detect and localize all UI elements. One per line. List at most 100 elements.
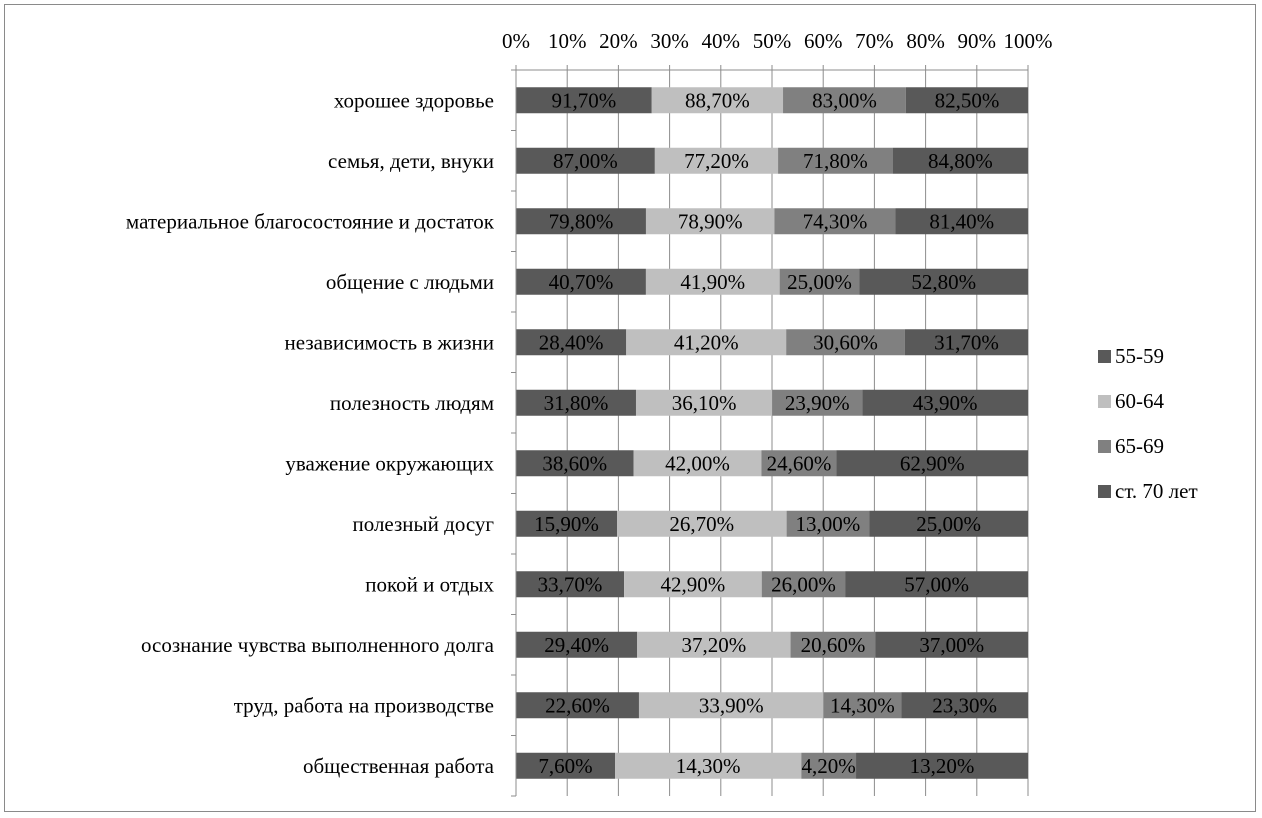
category-label: общественная работа [303,754,495,778]
legend: 55-59 60-64 65-69 ст. 70 лет [1098,334,1248,514]
bar-segment [905,87,1028,114]
bar-segment [651,87,784,114]
data-label: 38,60% [542,451,607,475]
data-label: 33,70% [538,572,603,596]
data-label: 7,60% [538,754,592,778]
data-label: 82,50% [935,88,1000,112]
bar-segment [516,389,636,416]
bar-segment [801,752,857,779]
data-label: 87,00% [553,149,618,173]
data-label: 37,20% [681,633,746,657]
category-label: покой и отдых [365,572,494,596]
bar-segment [778,147,893,174]
data-label: 15,90% [534,512,599,536]
data-label: 57,00% [904,572,969,596]
bar-segment [516,510,618,537]
category-label: труд, работа на производстве [234,693,494,717]
data-label: 23,30% [932,693,997,717]
data-label: 83,00% [812,88,877,112]
bar-segment [617,510,787,537]
data-label: 36,10% [672,391,737,415]
data-label: 24,60% [767,451,832,475]
x-tick-label: 10% [548,29,587,53]
bar-segment [516,692,639,719]
x-tick-label: 50% [753,29,792,53]
category-label: независимость в жизни [285,330,494,354]
data-label: 42,00% [665,451,730,475]
x-tick-label: 100% [1004,29,1053,53]
bar-segment [901,692,1028,719]
bar-segment [761,450,837,477]
data-label: 25,00% [787,270,852,294]
data-label: 74,30% [803,209,868,233]
category-label: общение с людьми [326,270,494,294]
category-label: полезный досуг [352,512,494,536]
bar-segment [895,208,1028,235]
axes: 0% 10% 20% 30% 40% 50% 60% 70% 80% 90% 100% хорошее… [126,29,1053,797]
data-label: 23,90% [785,391,850,415]
bar-segment [823,692,902,719]
data-label: 28,40% [539,330,604,354]
bar-segment [638,692,824,719]
category-label: уважение окружающих [285,451,494,475]
data-label: 91,70% [551,88,616,112]
legend-label: 60-64 [1115,389,1164,413]
data-label: 88,70% [685,88,750,112]
data-label: 33,90% [699,693,764,717]
bar-segment [836,450,1028,477]
data-label: 31,70% [934,330,999,354]
data-label: 14,30% [676,754,741,778]
x-tick-label: 80% [906,29,945,53]
x-tick-label: 60% [804,29,843,53]
data-label: 37,00% [919,633,984,657]
bar-segment [779,268,860,295]
bar-segment [875,631,1028,658]
x-tick-label: 90% [958,29,997,53]
bar-segment [645,268,780,295]
legend-swatch [1098,440,1111,453]
legend-label: ст. 70 лет [1115,479,1198,503]
category-label: полезность людям [330,391,494,415]
bar-segment [859,268,1028,295]
bar-segment [516,450,634,477]
data-label: 71,80% [803,149,868,173]
data-label: 13,20% [910,754,975,778]
bar-segment [615,752,802,779]
bar-segment [783,87,906,114]
data-label: 41,20% [674,330,739,354]
bar-segment [869,510,1028,537]
data-label: 22,60% [545,693,610,717]
bar-segment [516,329,627,356]
data-label: 26,00% [771,572,836,596]
bar-segment [516,571,625,598]
legend-label: 55-59 [1115,344,1164,368]
bar-segment [845,571,1028,598]
data-label: 25,00% [916,512,981,536]
bar-segment [516,752,616,779]
category-label: семья, дети, внуки [328,149,494,173]
bar-segment [892,147,1028,174]
category-label: материальное благосостояние и достаток [126,209,495,233]
data-label: 29,40% [544,633,609,657]
data-label: 43,90% [913,391,978,415]
bar-segment [624,571,762,598]
data-label: 4,20% [802,754,856,778]
data-label: 40,70% [549,270,614,294]
bar-segment [645,208,775,235]
legend-item: 65-69 [1098,424,1248,469]
bar-segment [633,450,762,477]
bar-segment [516,631,638,658]
bar-segment [904,329,1028,356]
legend-swatch [1098,485,1111,498]
data-label: 84,80% [928,149,993,173]
bar-segment [786,510,870,537]
bar-segment [790,631,876,658]
bar-segment [635,389,773,416]
bar-segment [772,389,863,416]
data-label: 62,90% [900,451,965,475]
bar-segment [862,389,1028,416]
legend-item: 60-64 [1098,379,1248,424]
data-label: 20,60% [801,633,866,657]
legend-swatch [1098,350,1111,363]
